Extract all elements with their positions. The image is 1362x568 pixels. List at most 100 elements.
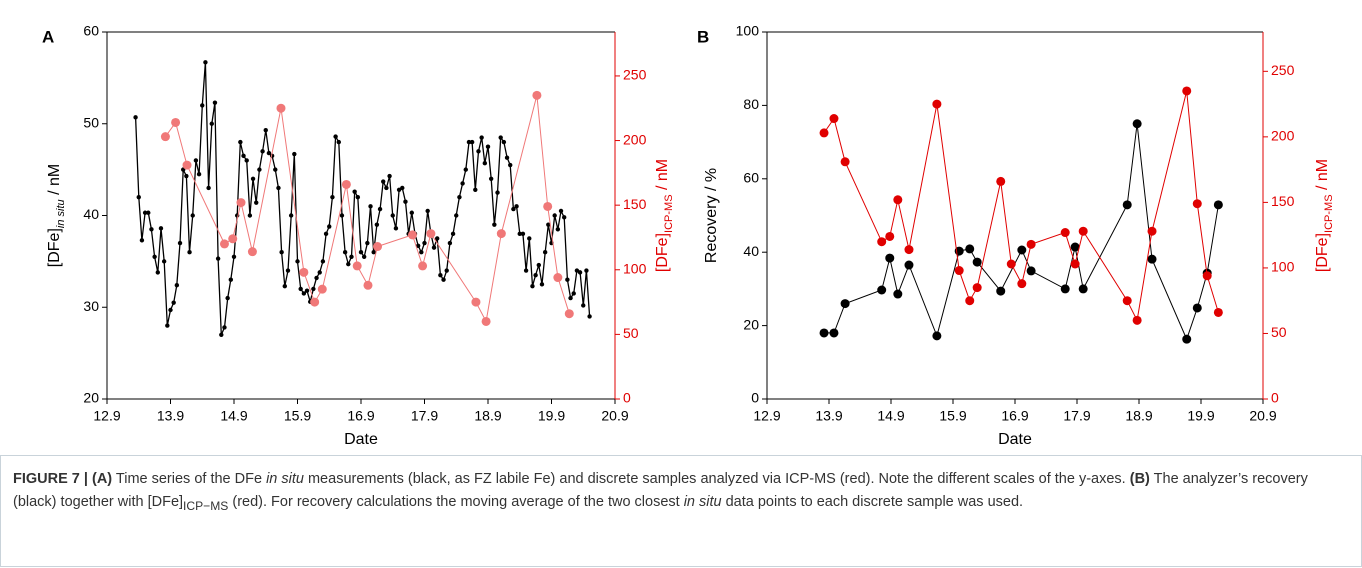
- data-point: [555, 227, 561, 232]
- data-point: [877, 285, 887, 295]
- data-point: [492, 222, 497, 227]
- data-point: [532, 90, 542, 100]
- data-point: [476, 149, 481, 154]
- data-point: [368, 204, 373, 209]
- data-point: [160, 132, 170, 142]
- data-point: [454, 213, 459, 218]
- x-tick-label: 20.9: [1249, 408, 1276, 424]
- y2-tick-label: 200: [623, 131, 647, 147]
- data-point: [317, 284, 327, 294]
- data-point: [904, 245, 914, 255]
- data-point: [840, 299, 850, 309]
- x-tick-label: 16.9: [347, 408, 374, 424]
- data-point: [877, 237, 887, 247]
- data-point: [171, 117, 181, 127]
- data-point: [587, 314, 592, 319]
- data-point: [501, 139, 507, 145]
- axis-label-part: ICP-MS: [663, 194, 675, 233]
- data-point: [504, 155, 510, 160]
- x-tick-label: 14.9: [220, 408, 247, 424]
- data-point: [1017, 245, 1027, 255]
- data-point: [1182, 334, 1192, 344]
- y-tick-label: 80: [743, 96, 759, 112]
- data-point: [1192, 303, 1202, 313]
- data-point: [381, 179, 386, 184]
- data-point: [295, 259, 300, 264]
- data-point: [482, 161, 488, 166]
- data-point: [403, 199, 408, 204]
- data-point: [409, 210, 414, 215]
- data-point: [542, 250, 548, 255]
- data-point: [155, 270, 160, 275]
- x-tick-label: 12.9: [753, 408, 780, 424]
- series-line: [134, 62, 591, 336]
- axis-label-part: in situ: [55, 199, 67, 228]
- data-point: [415, 243, 421, 248]
- data-point: [1060, 284, 1070, 294]
- data-point: [1026, 266, 1036, 276]
- data-point: [190, 213, 195, 218]
- data-point: [247, 247, 257, 257]
- data-point: [558, 208, 564, 214]
- data-point: [444, 268, 449, 273]
- data-point: [187, 250, 192, 255]
- data-point: [298, 286, 303, 292]
- y2-tick-label: 50: [623, 325, 639, 341]
- data-point: [581, 303, 586, 308]
- y2-tick-label: 150: [1271, 193, 1295, 209]
- data-point: [450, 231, 456, 237]
- data-point: [323, 231, 329, 237]
- data-point: [346, 261, 351, 267]
- caption-panel: (A): [92, 471, 113, 487]
- data-point: [1070, 259, 1080, 269]
- y2-tick-label: 100: [1271, 259, 1295, 275]
- data-point: [481, 316, 491, 326]
- y2-tick-label: 0: [1271, 390, 1279, 406]
- data-point: [965, 296, 975, 306]
- data-point: [1132, 315, 1142, 325]
- data-point: [447, 240, 453, 246]
- data-point: [222, 325, 227, 330]
- data-point: [299, 267, 309, 277]
- data-point: [533, 272, 538, 278]
- data-point: [562, 215, 567, 220]
- data-point: [819, 328, 829, 338]
- data-point: [460, 181, 465, 186]
- data-point: [488, 176, 494, 181]
- axis-label-part: [DFe]: [654, 233, 671, 272]
- y-tick-label: 50: [83, 114, 99, 130]
- figure: 12.9 13.9 14.9 15.9 16.9 17.9 18.9 19.9 20.9 20 30…: [42, 23, 1335, 449]
- data-point: [341, 179, 351, 189]
- data-point: [241, 153, 246, 159]
- data-point: [177, 240, 183, 246]
- data-point: [469, 139, 475, 145]
- y2-tick-label: 250: [623, 67, 647, 83]
- y2-tick-label: 0: [623, 390, 631, 406]
- data-point: [996, 176, 1006, 186]
- data-point: [1147, 226, 1157, 236]
- data-point: [266, 150, 272, 156]
- data-point: [219, 332, 224, 337]
- data-point: [314, 275, 319, 281]
- data-point: [564, 309, 574, 319]
- x-tick-label: 16.9: [1001, 408, 1028, 424]
- data-point: [342, 250, 348, 255]
- data-point: [161, 259, 167, 264]
- data-point: [552, 213, 557, 218]
- y2-tick-label: 250: [1271, 62, 1295, 78]
- data-point: [320, 259, 326, 264]
- data-point: [1182, 86, 1192, 96]
- data-point: [196, 172, 202, 177]
- data-point: [136, 194, 141, 200]
- y-tick-label: 20: [743, 316, 759, 332]
- data-point: [168, 307, 173, 313]
- data-point: [247, 213, 253, 218]
- data-point: [932, 331, 942, 341]
- data-point: [893, 195, 903, 205]
- data-point: [292, 151, 297, 157]
- data-point: [530, 283, 535, 289]
- data-point: [363, 280, 373, 290]
- data-point: [165, 323, 170, 328]
- y2-tick-label: 50: [1271, 324, 1287, 340]
